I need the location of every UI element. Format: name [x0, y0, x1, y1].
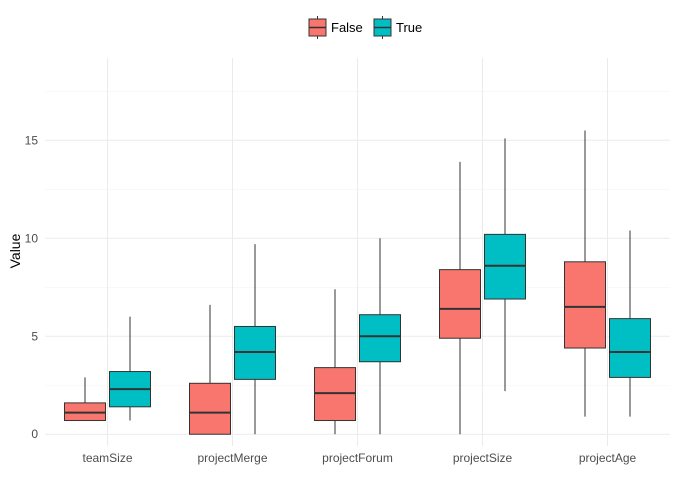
box-body [609, 318, 651, 378]
y-tick-label: 5 [31, 329, 38, 343]
legend-label: True [396, 20, 422, 35]
legend: False True [308, 16, 422, 39]
x-tick-label: projectMerge [197, 451, 267, 465]
box-body [359, 314, 401, 363]
plot-area [64, 130, 651, 435]
y-tick-label: 10 [25, 231, 39, 245]
y-axis-title: Value [7, 233, 23, 268]
y-axis: 0 5 10 15 [25, 133, 39, 441]
box-false-projectMerge [189, 304, 231, 435]
x-axis: teamSize projectMerge projectForum projectS… [82, 451, 636, 465]
box-true-teamSize [109, 316, 151, 421]
box-body [564, 261, 606, 349]
box-false-projectSize [439, 161, 481, 435]
box-false-projectAge [564, 130, 606, 417]
x-tick-label: projectSize [453, 451, 513, 465]
legend-item-true: True [373, 16, 422, 39]
legend-item-false: False [308, 16, 363, 39]
box-body [189, 382, 231, 435]
box-body [439, 269, 481, 339]
x-tick-label: projectAge [579, 451, 637, 465]
box-true-projectSize [484, 138, 526, 392]
x-tick-label: teamSize [82, 451, 132, 465]
box-true-projectAge [609, 230, 651, 417]
y-tick-label: 0 [31, 427, 38, 441]
legend-label: False [331, 20, 363, 35]
box-false-teamSize [64, 377, 106, 422]
box-true-projectMerge [234, 244, 276, 435]
box-false-projectForum [314, 289, 356, 435]
x-tick-label: projectForum [322, 451, 393, 465]
grid-lines [45, 58, 670, 446]
box-true-projectForum [359, 238, 401, 435]
y-tick-label: 15 [25, 133, 39, 147]
